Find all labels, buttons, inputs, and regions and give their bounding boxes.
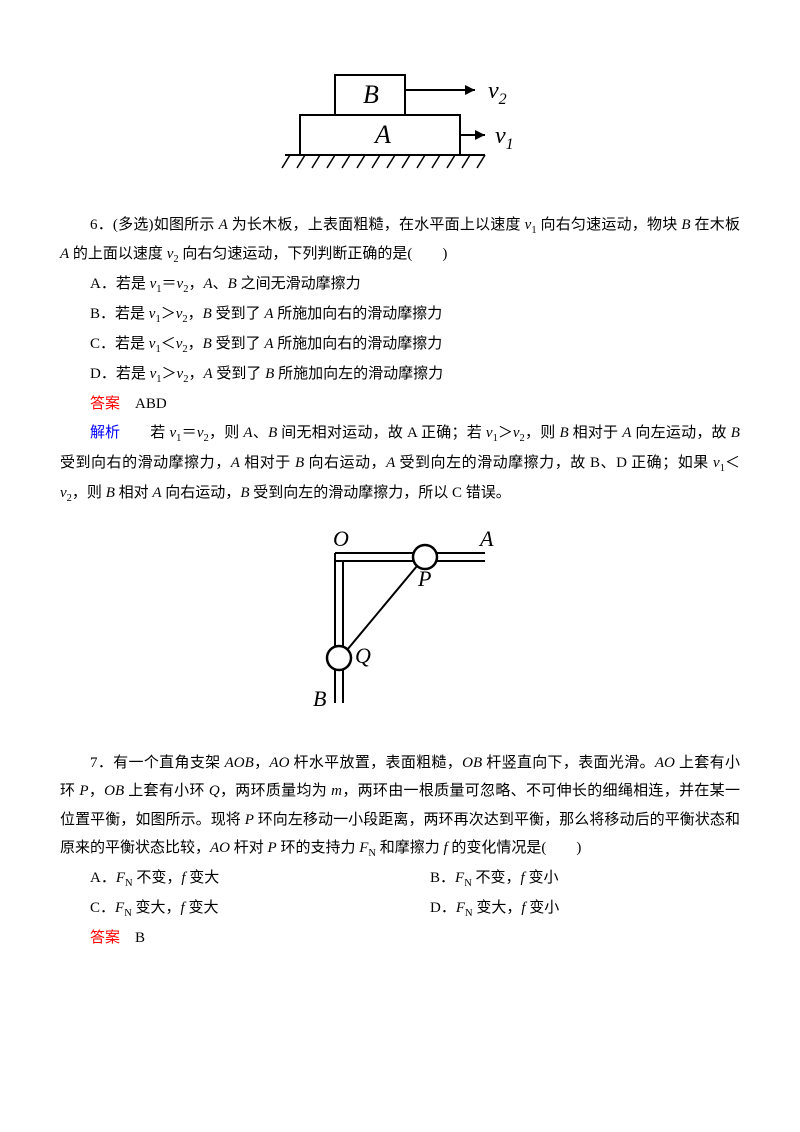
q6-option-d: D．若是 v1＞v2，A 受到了 B 所施加向左的滑动摩擦力	[60, 360, 740, 390]
label-a: A	[478, 528, 494, 551]
q6-answer-label: 答案	[60, 390, 120, 419]
q7-options-row-1: A．FN 不变，f 变大 B．FN 不变，f 变小	[60, 864, 740, 894]
q7-option-c: C．FN 变大，f 变大	[60, 894, 400, 924]
q6-option-b: B．若是 v1＞v2，B 受到了 A 所施加向右的滑动摩擦力	[60, 300, 740, 330]
block-b-label: B	[363, 80, 379, 109]
q7-answer-value: B	[120, 924, 145, 953]
q7-options-row-2: C．FN 变大，f 变大 D．FN 变大，f 变小	[60, 894, 740, 924]
q6-option-a: A．若是 v1＝v2，A、B 之间无滑动摩擦力	[60, 270, 740, 300]
q6-analysis: 解析若 v1＝v2，则 A、B 间无相对运动，故 A 正确；若 v1＞v2，则 …	[60, 419, 740, 509]
q6-answer: 答案 ABD	[60, 390, 740, 419]
figure-2-container: O A P Q B	[60, 528, 740, 729]
v1-label: v1	[495, 123, 514, 153]
q6-answer-value: ABD	[120, 390, 167, 419]
q6-option-c: C．若是 v1＜v2，B 受到了 A 所施加向右的滑动摩擦力	[60, 330, 740, 360]
q6-analysis-label: 解析	[90, 419, 150, 448]
q7-answer: 答案 B	[60, 924, 740, 953]
label-o: O	[333, 528, 349, 551]
label-b: B	[313, 686, 326, 711]
q7-answer-label: 答案	[60, 924, 120, 953]
q6-stem: 6．(多选)如图所示 A 为长木板，上表面粗糙，在水平面上以速度 v1 向右匀速…	[60, 211, 740, 271]
figure-1-svg: A B v2 v1	[270, 50, 530, 180]
q7-option-b: B．FN 不变，f 变小	[400, 864, 740, 894]
v2-label: v2	[488, 78, 507, 108]
q7-stem: 7．有一个直角支架 AOB，AO 杆水平放置，表面粗糙，OB 杆竖直向下，表面光…	[60, 749, 740, 864]
block-a-label: A	[373, 120, 391, 149]
q7-option-d: D．FN 变大，f 变小	[400, 894, 740, 924]
q7-option-a: A．FN 不变，f 变大	[60, 864, 400, 894]
figure-1-container: A B v2 v1	[60, 50, 740, 191]
label-q: Q	[355, 643, 371, 668]
label-p: P	[417, 566, 431, 591]
figure-2-svg: O A P Q B	[300, 528, 500, 718]
